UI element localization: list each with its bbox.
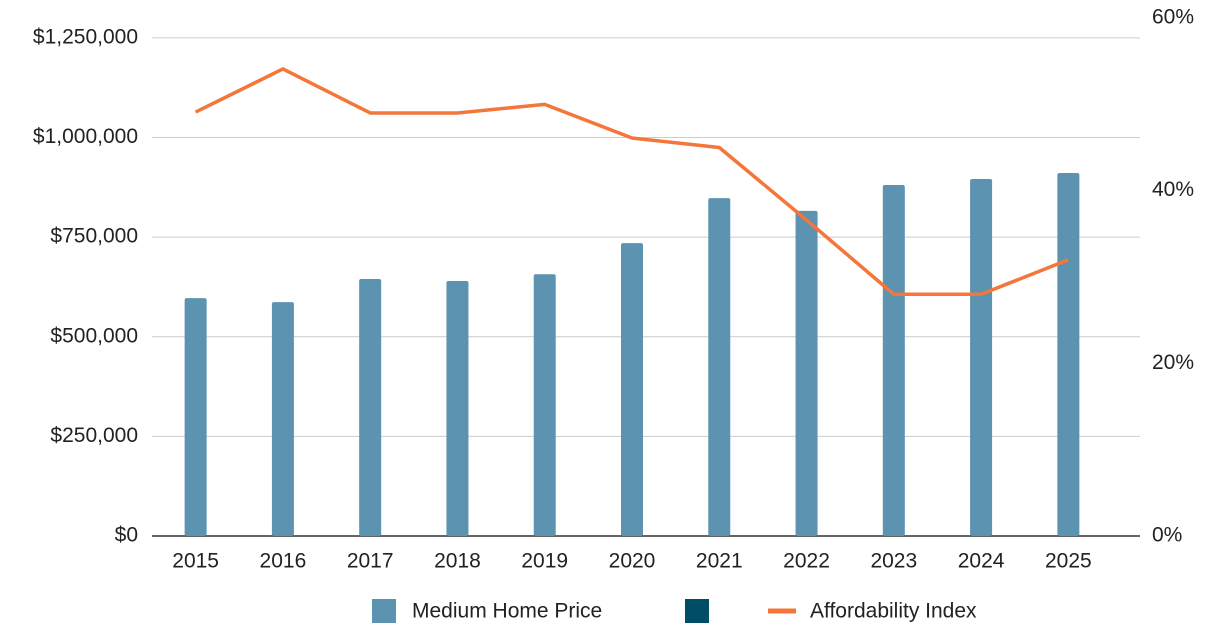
bar	[708, 198, 731, 536]
y-tick-label: $500,000	[50, 324, 138, 347]
y-tick-label: $1,000,000	[33, 125, 138, 148]
x-tick-label: 2018	[434, 550, 481, 573]
x-tick-label: 2017	[347, 550, 394, 573]
x-tick-label: 2016	[260, 550, 307, 573]
bar	[795, 210, 818, 536]
x-tick-label: 2022	[783, 550, 830, 573]
legend-swatch	[685, 599, 709, 623]
y2-tick-label: 20%	[1152, 351, 1194, 374]
y-tick-label: $0	[115, 524, 138, 547]
x-tick-label: 2024	[958, 550, 1005, 573]
x-tick-label: 2019	[521, 550, 568, 573]
legend-label: Affordability Index	[810, 600, 977, 623]
x-tick-label: 2023	[870, 550, 917, 573]
x-tick-label: 2020	[609, 550, 656, 573]
bar	[271, 302, 294, 536]
bar	[446, 280, 469, 536]
bar	[882, 184, 905, 536]
bar	[621, 243, 643, 536]
x-tick-label: 2021	[696, 550, 743, 573]
y2-tick-label: 40%	[1152, 178, 1194, 201]
x-tick-label: 2025	[1045, 550, 1092, 573]
y2-tick-label: 60%	[1152, 6, 1194, 29]
bar	[1057, 173, 1080, 537]
legend-swatch	[372, 599, 396, 623]
y-tick-label: $750,000	[50, 225, 138, 248]
bar	[184, 298, 207, 536]
y2-tick-label: 0%	[1152, 524, 1182, 547]
line	[194, 67, 1070, 297]
legend-label: Medium Home Price	[412, 600, 602, 623]
bar	[533, 274, 556, 536]
y-tick-label: $1,250,000	[33, 25, 138, 48]
x-tick-label: 2015	[172, 550, 219, 573]
bar	[359, 278, 382, 536]
bar	[970, 178, 993, 536]
y-tick-label: $250,000	[50, 424, 138, 447]
